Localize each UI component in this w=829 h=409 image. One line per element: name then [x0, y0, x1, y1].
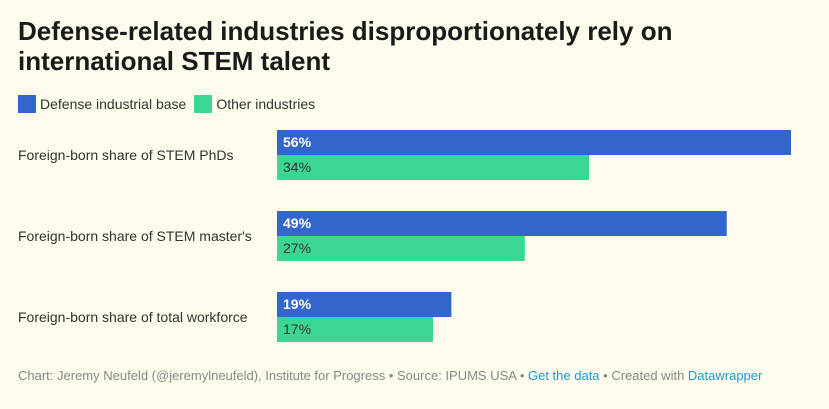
value-label-defense-workforce: 19%	[283, 296, 312, 312]
get-data-link[interactable]: Get the data	[527, 368, 600, 383]
legend-item-other: Other industries	[194, 95, 315, 113]
value-label-other-phds: 34%	[283, 159, 311, 175]
footer: Chart: Jeremy Neufeld (@jeremylneufeld),…	[18, 368, 762, 383]
value-label-other-workforce: 17%	[283, 321, 311, 337]
legend-label-other: Other industries	[216, 96, 316, 112]
bar-defense-workforce	[277, 292, 452, 317]
category-label-phds: Foreign-born share of STEM PhDs	[18, 147, 234, 163]
legend: Defense industrial base Other industries	[18, 95, 323, 113]
bar-other-workforce	[277, 317, 434, 342]
legend-label-defense: Defense industrial base	[40, 96, 187, 112]
footer-credit: Chart: Jeremy Neufeld (@jeremylneufeld),…	[18, 368, 528, 383]
bar-defense-phds	[277, 130, 791, 155]
footer-created-with: • Created with	[599, 368, 688, 383]
legend-swatch-other	[194, 95, 213, 113]
value-label-other-masters: 27%	[283, 240, 311, 256]
category-label-masters: Foreign-born share of STEM master's	[18, 228, 252, 244]
legend-item-defense: Defense industrial base	[18, 95, 186, 113]
bar-chart: Foreign-born share of STEM PhDs 56% 34% For…	[18, 130, 791, 342]
value-label-defense-masters: 49%	[283, 215, 312, 231]
legend-swatch-defense	[18, 95, 36, 113]
bar-other-phds	[277, 155, 590, 180]
chart-title: Defense-related industries disproportion…	[18, 16, 673, 76]
datawrapper-link[interactable]: Datawrapper	[687, 368, 763, 383]
bar-other-masters	[277, 236, 525, 261]
bar-defense-masters	[277, 211, 727, 236]
value-label-defense-phds: 56%	[283, 134, 312, 150]
category-label-workforce: Foreign-born share of total workforce	[18, 309, 248, 325]
